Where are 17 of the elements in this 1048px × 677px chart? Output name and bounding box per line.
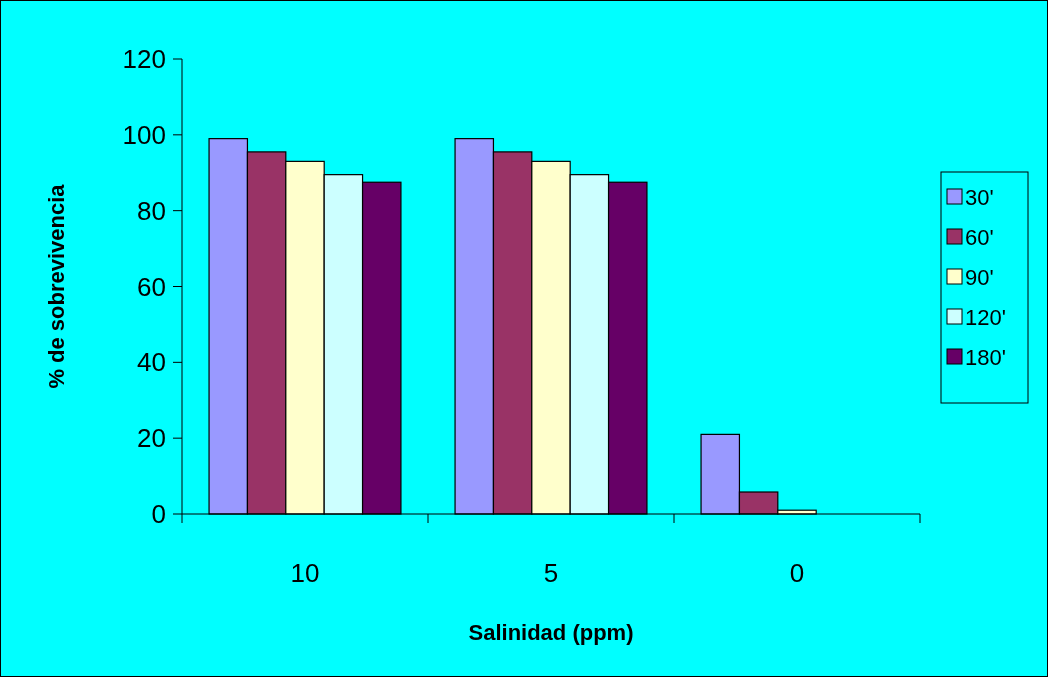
y-tick-label: 20 [137,423,166,454]
x-tick-label: 5 [543,558,559,588]
y-tick-label: 80 [137,195,166,226]
legend-label: 90' [965,264,994,290]
y-tick-label: 120 [122,44,166,75]
y-tick-label: 0 [151,499,166,530]
legend-label: 120' [965,304,1006,330]
legend-label: 180' [965,344,1006,370]
x-tick-label: 10 [290,558,320,588]
x-axis-title: Salinidad (ppm) [468,620,634,645]
legend-label: 60' [965,224,994,250]
legend-label: 30' [965,184,994,210]
y-tick-label: 40 [137,347,166,378]
y-tick-label: 100 [122,119,166,150]
y-axis-title: % de sobrevivencia [44,183,69,389]
y-tick-label: 60 [137,271,166,302]
x-tick-label: 0 [789,558,805,588]
